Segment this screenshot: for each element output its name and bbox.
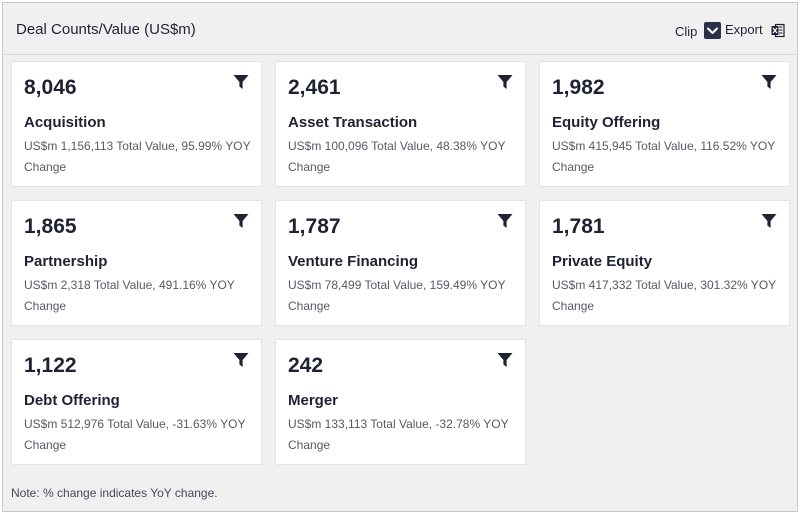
deal-count: 2,461 xyxy=(288,76,341,99)
deal-description: US$m 78,499 Total Value, 159.49% YOY Cha… xyxy=(288,278,506,313)
deal-type-label: Merger xyxy=(288,392,339,409)
deal-description: US$m 415,945 Total Value, 116.52% YOY Ch… xyxy=(552,139,776,174)
export-button[interactable]: Export xyxy=(725,22,763,37)
deal-card-asset-transaction: 2,461 Asset Transaction US$m 100,096 Tot… xyxy=(275,61,526,187)
filter-icon[interactable] xyxy=(233,213,249,229)
deal-count: 8,046 xyxy=(24,76,77,99)
deal-type-label: Equity Offering xyxy=(552,114,661,131)
deal-count: 1,122 xyxy=(24,354,77,377)
deal-type-label: Venture Financing xyxy=(288,253,419,270)
deal-card-equity-offering: 1,982 Equity Offering US$m 415,945 Total… xyxy=(539,61,790,187)
deal-type-label: Partnership xyxy=(24,253,108,270)
panel-header: Deal Counts/Value (US$m) Clip Export xyxy=(3,3,797,55)
filter-icon[interactable] xyxy=(497,213,513,229)
clip-label[interactable]: Clip xyxy=(675,24,698,39)
filter-icon[interactable] xyxy=(761,213,777,229)
deal-description: US$m 1,156,113 Total Value, 95.99% YOY C… xyxy=(24,139,251,174)
panel-title: Deal Counts/Value (US$m) xyxy=(16,21,196,38)
deal-card-debt-offering: 1,122 Debt Offering US$m 512,976 Total V… xyxy=(11,339,262,465)
deal-type-label: Asset Transaction xyxy=(288,114,418,131)
deal-card-venture-financing: 1,787 Venture Financing US$m 78,499 Tota… xyxy=(275,200,526,326)
deal-count: 242 xyxy=(288,354,324,377)
deal-description: US$m 512,976 Total Value, -31.63% YOY Ch… xyxy=(24,417,246,452)
deal-type-label: Debt Offering xyxy=(24,392,120,409)
deal-count: 1,865 xyxy=(24,215,77,238)
deal-count: 1,781 xyxy=(552,215,605,238)
filter-icon[interactable] xyxy=(761,74,777,90)
filter-icon[interactable] xyxy=(233,74,249,90)
deal-count: 1,982 xyxy=(552,76,605,99)
deal-description: US$m 2,318 Total Value, 491.16% YOY Chan… xyxy=(24,278,235,313)
clip-checkbox[interactable] xyxy=(704,22,721,39)
deal-card-private-equity: 1,781 Private Equity US$m 417,332 Total … xyxy=(539,200,790,326)
footer-note: Note: % change indicates YoY change. xyxy=(11,486,218,500)
filter-icon[interactable] xyxy=(497,352,513,368)
deal-count: 1,787 xyxy=(288,215,341,238)
deal-type-label: Private Equity xyxy=(552,253,653,270)
deal-type-label: Acquisition xyxy=(24,114,106,131)
deal-card-partnership: 1,865 Partnership US$m 2,318 Total Value… xyxy=(11,200,262,326)
filter-icon[interactable] xyxy=(233,352,249,368)
deal-card-acquisition: 8,046 Acquisition US$m 1,156,113 Total V… xyxy=(11,61,262,187)
deal-card-merger: 242 Merger US$m 133,113 Total Value, -32… xyxy=(275,339,526,465)
excel-icon[interactable] xyxy=(771,23,785,38)
deal-description: US$m 100,096 Total Value, 48.38% YOY Cha… xyxy=(288,139,506,174)
chevron-down-icon xyxy=(707,27,718,34)
deal-description: US$m 133,113 Total Value, -32.78% YOY Ch… xyxy=(288,417,509,452)
filter-icon[interactable] xyxy=(497,74,513,90)
deal-description: US$m 417,332 Total Value, 301.32% YOY Ch… xyxy=(552,278,776,313)
